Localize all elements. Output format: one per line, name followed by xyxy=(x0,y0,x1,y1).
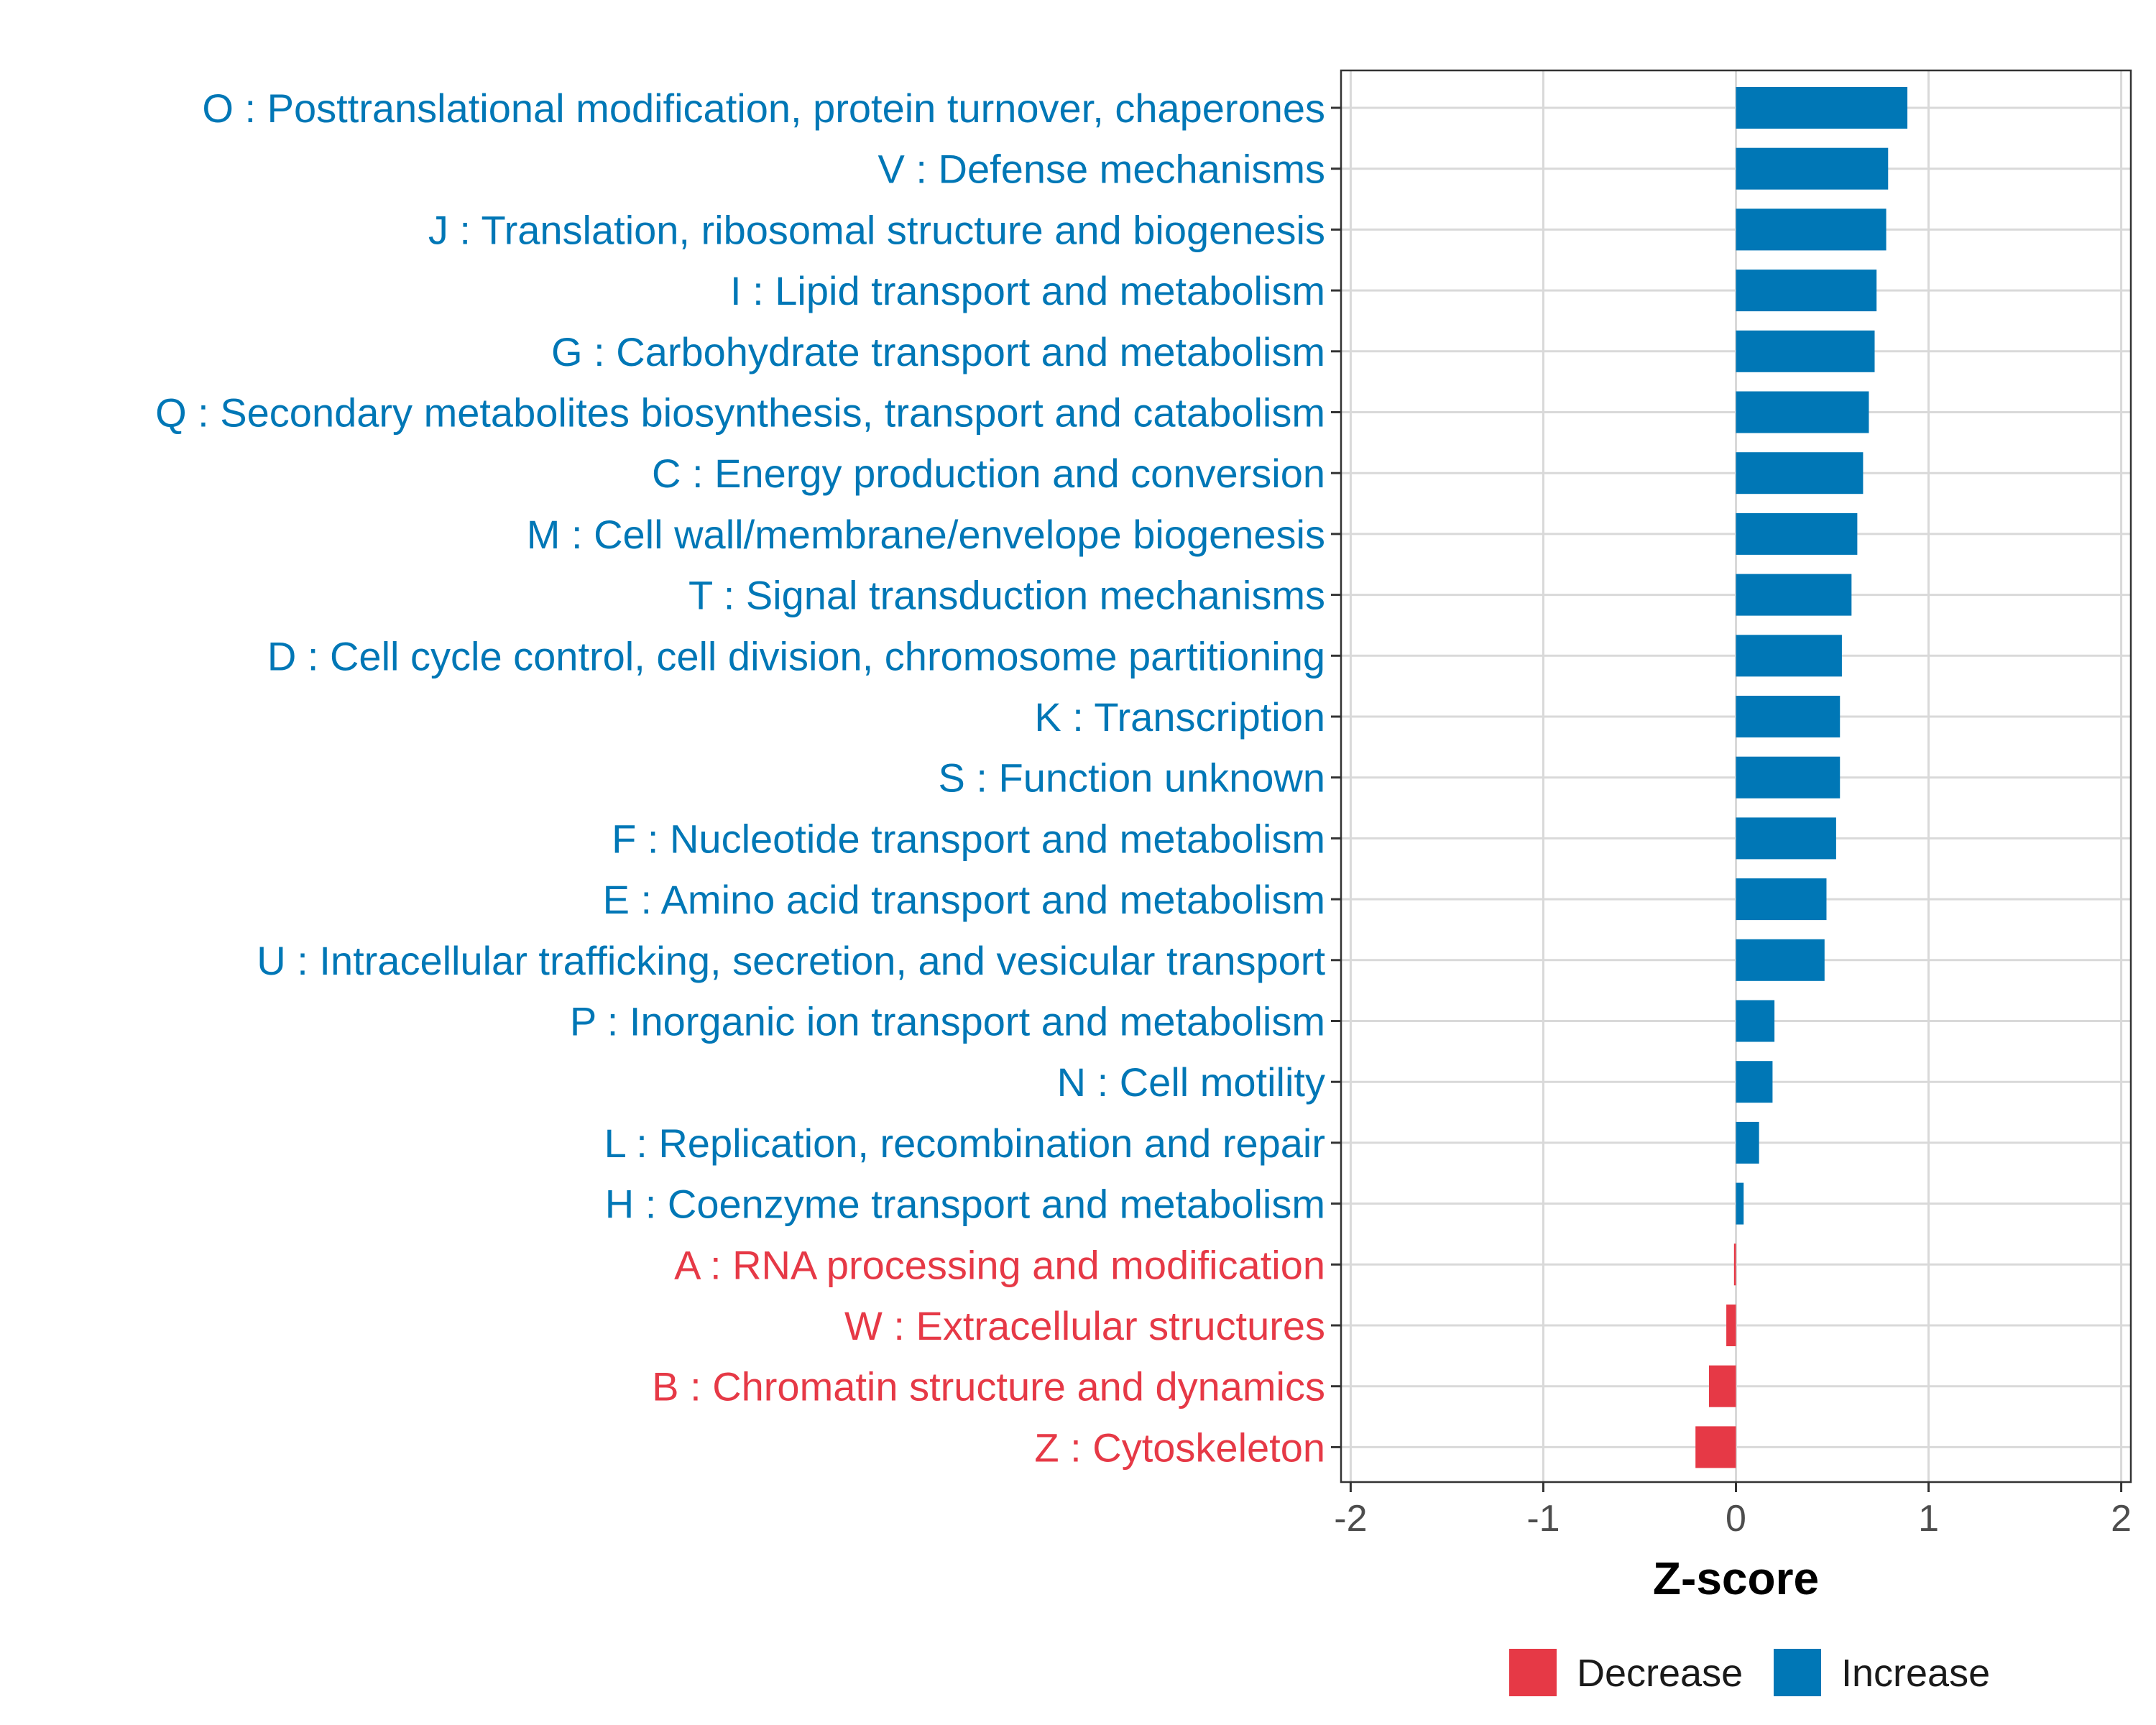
bar[interactable] xyxy=(1695,1426,1736,1468)
x-tick-label: -2 xyxy=(1334,1498,1367,1540)
legend-label-increase: Increase xyxy=(1841,1652,1990,1695)
legend-label-decrease: Decrease xyxy=(1577,1652,1743,1695)
y-tick-label: E : Amino acid transport and metabolism xyxy=(603,877,1325,922)
y-axis-category-labels: O : Posttranslational modification, prot… xyxy=(155,86,1325,1470)
y-tick-label: J : Translation, ribosomal structure and… xyxy=(428,207,1325,252)
legend[interactable]: Decrease Increase xyxy=(1509,1649,1990,1696)
y-tick-label: Z : Cytoskeleton xyxy=(1034,1425,1325,1470)
x-axis-title: Z-score xyxy=(1653,1552,1819,1604)
bar[interactable] xyxy=(1708,1365,1736,1407)
y-tick-label: N : Cell motility xyxy=(1057,1059,1325,1105)
y-tick-label: M : Cell wall/membrane/envelope biogenes… xyxy=(527,512,1325,557)
bar[interactable] xyxy=(1736,391,1869,433)
y-tick-label: K : Transcription xyxy=(1034,694,1325,740)
y-tick-label: B : Chromatin structure and dynamics xyxy=(652,1364,1325,1409)
bar[interactable] xyxy=(1736,452,1864,494)
y-tick-label: H : Coenzyme transport and metabolism xyxy=(605,1182,1325,1227)
legend-key-increase[interactable] xyxy=(1774,1649,1821,1696)
bar[interactable] xyxy=(1736,939,1825,981)
bar[interactable] xyxy=(1736,1182,1744,1225)
bar[interactable] xyxy=(1736,878,1827,921)
y-tick-label: U : Intracellular trafficking, secretion… xyxy=(257,938,1325,983)
x-axis-ticks: -2 -1 0 1 2 xyxy=(1334,1482,2132,1540)
x-tick-label: 2 xyxy=(2111,1498,2132,1540)
y-tick-label: O : Posttranslational modification, prot… xyxy=(202,86,1325,131)
bar[interactable] xyxy=(1736,1000,1775,1042)
y-tick-label: W : Extracellular structures xyxy=(844,1303,1325,1348)
y-tick-label: Q : Secondary metabolites biosynthesis, … xyxy=(155,390,1325,436)
y-tick-label: I : Lipid transport and metabolism xyxy=(730,268,1325,313)
y-tick-label: C : Energy production and conversion xyxy=(652,451,1325,496)
bar[interactable] xyxy=(1736,574,1852,616)
y-tick-label: S : Function unknown xyxy=(938,755,1325,801)
x-tick-label: 0 xyxy=(1726,1498,1746,1540)
y-tick-label: P : Inorganic ion transport and metaboli… xyxy=(570,999,1325,1044)
y-tick-label: T : Signal transduction mechanisms xyxy=(688,573,1325,618)
bar[interactable] xyxy=(1736,87,1908,129)
bar[interactable] xyxy=(1736,270,1877,312)
y-tick-label: F : Nucleotide transport and metabolism xyxy=(612,816,1325,861)
bar[interactable] xyxy=(1736,208,1886,251)
bar[interactable] xyxy=(1736,1121,1759,1164)
bar[interactable] xyxy=(1736,696,1841,737)
bar[interactable] xyxy=(1736,635,1842,677)
bar[interactable] xyxy=(1736,147,1889,190)
x-tick-label: -1 xyxy=(1526,1498,1560,1540)
y-tick-label: D : Cell cycle control, cell division, c… xyxy=(267,633,1325,678)
x-tick-label: 1 xyxy=(1918,1498,1939,1540)
bar[interactable] xyxy=(1726,1305,1736,1346)
bar[interactable] xyxy=(1736,1061,1773,1103)
bar[interactable] xyxy=(1733,1243,1736,1286)
legend-key-decrease[interactable] xyxy=(1509,1649,1557,1696)
y-tick-label: V : Defense mechanisms xyxy=(878,147,1325,192)
y-axis-ticks xyxy=(1331,106,1341,1448)
y-tick-label: G : Carbohydrate transport and metabolis… xyxy=(551,329,1325,374)
bar[interactable] xyxy=(1736,817,1836,860)
y-tick-label: A : RNA processing and modification xyxy=(674,1242,1325,1287)
bar[interactable] xyxy=(1736,756,1841,799)
bars xyxy=(1695,87,1908,1468)
bar[interactable] xyxy=(1736,512,1858,555)
bar[interactable] xyxy=(1736,330,1875,372)
y-tick-label: L : Replication, recombination and repai… xyxy=(604,1121,1325,1166)
